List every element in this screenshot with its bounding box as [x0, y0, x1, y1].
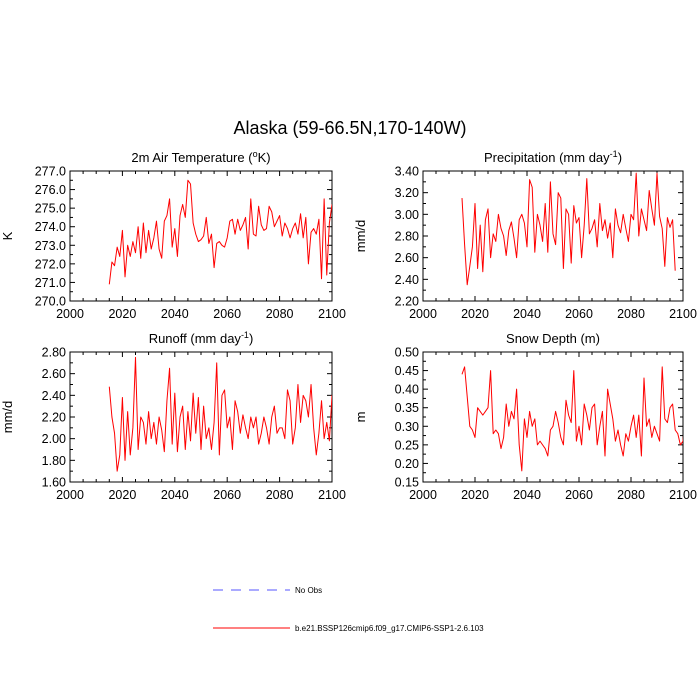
x-tick-label: 2100 — [669, 307, 697, 321]
y-tick-label: 2.80 — [42, 346, 66, 360]
y-tick-label: 2.20 — [395, 295, 419, 309]
panel-title: 2m Air Temperature (oK) — [131, 149, 270, 165]
x-tick-label: 2020 — [461, 488, 489, 502]
x-tick-label: 2100 — [669, 488, 697, 502]
series-line — [108, 179, 332, 285]
x-tick-label: 2080 — [266, 488, 294, 502]
y-tick-label: 276.0 — [35, 183, 66, 197]
panel-title-main: Snow Depth (m) — [506, 331, 600, 346]
series-line — [108, 356, 332, 472]
series-line — [461, 366, 683, 472]
y-tick-label: 275.0 — [35, 202, 66, 216]
y-tick-label: 271.0 — [35, 276, 66, 290]
legend-label: No Obs — [295, 586, 322, 595]
x-tick-label: 2060 — [213, 488, 241, 502]
panel-title-superscript: -1 — [241, 330, 249, 340]
x-tick-label: 2000 — [409, 488, 437, 502]
y-axis-label: m — [353, 412, 368, 423]
y-tick-label: 3.20 — [395, 186, 419, 200]
legend-entry-0: No Obs — [213, 586, 322, 595]
y-axis-label: K — [0, 231, 15, 240]
x-tick-label: 2040 — [161, 307, 189, 321]
panel-title-tail: ) — [618, 150, 622, 165]
y-tick-label: 2.40 — [42, 389, 66, 403]
x-tick-label: 2080 — [617, 307, 645, 321]
panel-title: Precipitation (mm day-1) — [484, 149, 622, 165]
y-tick-label: 2.60 — [42, 367, 66, 381]
y-tick-label: 274.0 — [35, 220, 66, 234]
x-tick-label: 2000 — [56, 307, 84, 321]
series-line — [461, 172, 676, 286]
x-tick-label: 2020 — [461, 307, 489, 321]
y-tick-label: 273.0 — [35, 239, 66, 253]
y-tick-label: 1.80 — [42, 454, 66, 468]
y-tick-label: 0.45 — [395, 364, 419, 378]
panel-title-main: Runoff (mm day — [149, 331, 242, 346]
chart-panel-3: Snow Depth (m) 2000 2020 2040 2060 2080 2100 0.… — [353, 331, 697, 502]
y-tick-label: 2.60 — [395, 251, 419, 265]
panel-title: Snow Depth (m) — [506, 331, 600, 346]
panels: 2m Air Temperature (oK)2000 2020 2040 2060 2… — [0, 149, 697, 502]
panel-title: Runoff (mm day-1) — [149, 330, 254, 346]
y-tick-label: 2.20 — [42, 411, 66, 425]
y-tick-label: 0.15 — [395, 476, 419, 490]
x-tick-label: 2060 — [565, 488, 593, 502]
x-tick-label: 2080 — [617, 488, 645, 502]
y-axis-label: mm/d — [353, 220, 368, 253]
y-tick-label: 270.0 — [35, 295, 66, 309]
y-tick-label: 2.40 — [395, 273, 419, 287]
panel-title-tail: ) — [249, 331, 253, 346]
chart-panel-1: Precipitation (mm day-1) 2000 2020 2040 2060… — [353, 149, 697, 321]
plot-frame — [422, 170, 684, 302]
x-tick-label: 2020 — [108, 488, 136, 502]
x-tick-label: 2000 — [56, 488, 84, 502]
x-tick-label: 2100 — [318, 488, 346, 502]
panel-title-main: 2m Air Temperature ( — [131, 150, 253, 165]
y-tick-label: 277.0 — [35, 165, 66, 179]
legend: No Obs b.e21.BSSP126cmip6.f09_g17.CMIP6-S… — [213, 586, 484, 633]
x-tick-label: 2000 — [409, 307, 437, 321]
x-tick-label: 2040 — [513, 307, 541, 321]
y-tick-label: 3.00 — [395, 208, 419, 222]
plot-frame — [69, 351, 333, 483]
panel-title-superscript: o — [253, 149, 258, 159]
y-tick-label: 272.0 — [35, 257, 66, 271]
panel-title-tail: K) — [258, 150, 271, 165]
y-tick-label: 0.50 — [395, 346, 419, 360]
x-tick-label: 2100 — [318, 307, 346, 321]
x-tick-label: 2040 — [161, 488, 189, 502]
y-tick-label: 1.60 — [42, 476, 66, 490]
y-axis-label: mm/d — [0, 401, 15, 434]
y-tick-label: 0.20 — [395, 457, 419, 471]
legend-label: b.e21.BSSP126cmip6.f09_g17.CMIP6-SSP1-2.… — [295, 624, 484, 633]
panel-title-main: Precipitation (mm day — [484, 150, 610, 165]
x-tick-label: 2040 — [513, 488, 541, 502]
x-tick-label: 2080 — [266, 307, 294, 321]
x-tick-label: 2060 — [213, 307, 241, 321]
x-tick-label: 2060 — [565, 307, 593, 321]
legend-entry-1: b.e21.BSSP126cmip6.f09_g17.CMIP6-SSP1-2.… — [213, 624, 484, 633]
y-tick-label: 0.35 — [395, 401, 419, 415]
y-tick-label: 2.80 — [395, 230, 419, 244]
y-tick-label: 0.25 — [395, 438, 419, 452]
plot-frame — [422, 351, 684, 483]
chart-panel-2: Runoff (mm day-1) 2000 2020 2040 2060 2080 210… — [0, 330, 346, 502]
y-tick-label: 0.40 — [395, 383, 419, 397]
x-tick-label: 2020 — [108, 307, 136, 321]
y-tick-label: 3.40 — [395, 165, 419, 179]
panel-title-superscript: -1 — [610, 149, 618, 159]
figure-title: Alaska (59-66.5N,170-140W) — [233, 118, 466, 138]
chart-panel-0: 2m Air Temperature (oK) 2000 2020 2040 2060 2… — [0, 149, 346, 321]
y-tick-label: 0.30 — [395, 420, 419, 434]
y-tick-label: 2.00 — [42, 432, 66, 446]
